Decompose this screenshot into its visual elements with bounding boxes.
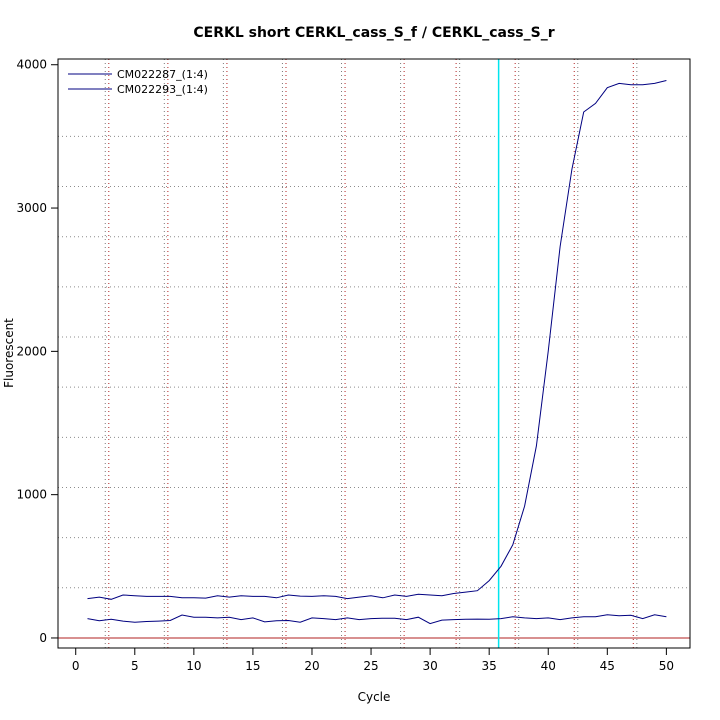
x-tick-label: 0 bbox=[72, 659, 80, 673]
y-tick-label: 4000 bbox=[16, 58, 47, 72]
x-tick-label: 50 bbox=[659, 659, 674, 673]
y-axis-label: Fluorescent bbox=[2, 318, 16, 388]
y-tick-label: 1000 bbox=[16, 488, 47, 502]
legend: CM022287_(1:4) CM022293_(1:4) bbox=[68, 68, 208, 96]
y-tick-label: 2000 bbox=[16, 344, 47, 358]
x-tick-label: 30 bbox=[422, 659, 437, 673]
x-tick-label: 20 bbox=[304, 659, 319, 673]
series-lines bbox=[87, 80, 667, 625]
legend-label-2: CM022293_(1:4) bbox=[117, 83, 208, 96]
series-line-2 bbox=[87, 614, 667, 625]
grid bbox=[58, 59, 690, 648]
reference-lines bbox=[58, 59, 690, 648]
x-tick-label: 10 bbox=[186, 659, 201, 673]
plot-frame bbox=[57, 58, 691, 649]
x-tick-label: 5 bbox=[131, 659, 139, 673]
y-tick-label: 0 bbox=[39, 631, 47, 645]
x-axis: 0 5 10 15 20 25 30 35 40 45 50 bbox=[72, 648, 674, 673]
x-tick-label: 15 bbox=[245, 659, 260, 673]
series-line-1 bbox=[87, 80, 667, 600]
x-axis-label: Cycle bbox=[358, 690, 391, 704]
x-tick-label: 40 bbox=[541, 659, 556, 673]
x-tick-label: 35 bbox=[482, 659, 497, 673]
x-tick-label: 45 bbox=[600, 659, 615, 673]
x-tick-label: 25 bbox=[363, 659, 378, 673]
y-tick-label: 3000 bbox=[16, 201, 47, 215]
legend-label-1: CM022287_(1:4) bbox=[117, 68, 208, 81]
chart-title: CERKL short CERKL_cass_S_f / CERKL_cass_… bbox=[193, 25, 554, 41]
y-axis: 0 1000 2000 3000 4000 bbox=[16, 58, 58, 645]
